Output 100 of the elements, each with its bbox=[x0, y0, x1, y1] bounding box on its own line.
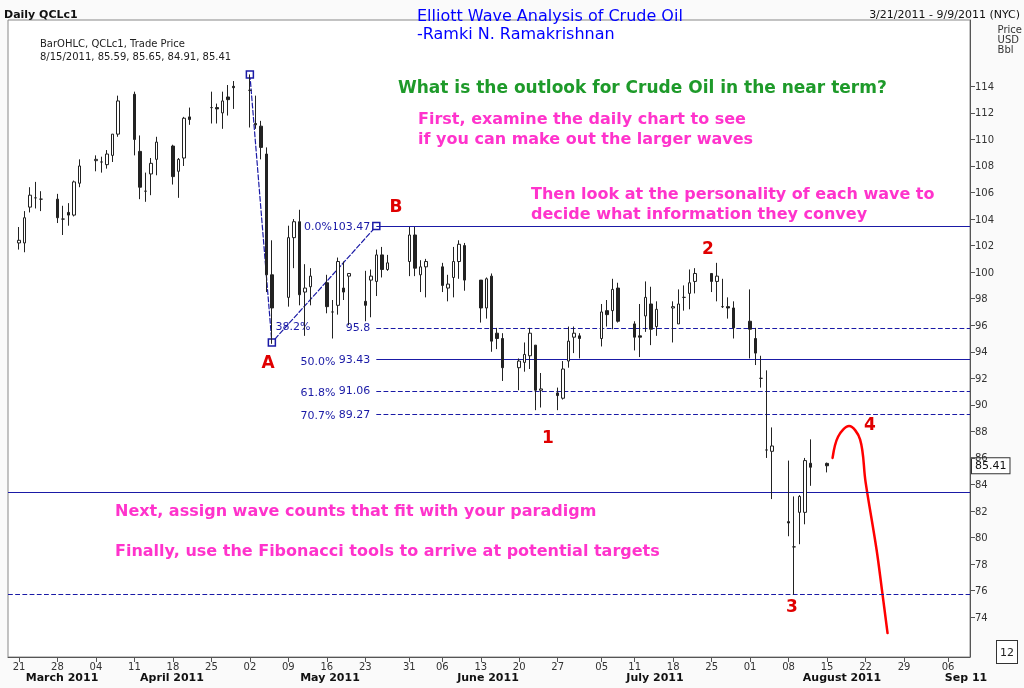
text: 12 bbox=[1000, 645, 1014, 659]
ref-line-label: 91.06 bbox=[338, 384, 371, 398]
annotation: 0.0% bbox=[304, 219, 332, 233]
candlestick bbox=[809, 438, 812, 487]
y-tick-label: 100 bbox=[975, 266, 995, 278]
candlestick bbox=[100, 156, 103, 174]
annotation: BarOHLC, QCLc1, Trade Price bbox=[40, 37, 185, 49]
x-tick-label: 22 bbox=[859, 660, 872, 672]
y-tick-label: 74 bbox=[975, 611, 988, 623]
candlestick bbox=[375, 249, 378, 297]
y-tick-label: 78 bbox=[975, 558, 988, 570]
annotation: Then look at the personality of each wave to decide what information they convey bbox=[531, 183, 941, 223]
x-tick-label: 31 bbox=[402, 660, 416, 672]
x-tick-label: 15 bbox=[820, 660, 834, 672]
y-tick-label: 80 bbox=[975, 532, 988, 544]
candlestick bbox=[655, 300, 658, 337]
ref-line-label: 89.27 bbox=[338, 408, 371, 422]
y-tick-label: 84 bbox=[975, 478, 988, 490]
candlestick bbox=[232, 80, 235, 110]
candlestick bbox=[463, 242, 466, 292]
candlestick bbox=[754, 327, 757, 366]
candlestick bbox=[671, 300, 675, 343]
y-tick-label: 112 bbox=[975, 107, 995, 119]
y-tick-label: 102 bbox=[975, 240, 995, 252]
candlestick bbox=[248, 73, 252, 128]
x-tick-label: 27 bbox=[551, 660, 565, 672]
candlestick bbox=[803, 457, 807, 525]
annotation: Next, assign wave counts that fit with your paradigm bbox=[115, 500, 597, 520]
x-tick-label: 02 bbox=[243, 660, 257, 672]
x-tick-label: 05 bbox=[595, 660, 609, 672]
annotation: 50.0% bbox=[300, 354, 336, 368]
candlestick bbox=[770, 426, 774, 500]
ref-line-label: 95.8 bbox=[345, 321, 371, 335]
annotation: 8/15/2011, 85.59, 85.65, 84.91, 85.41 bbox=[40, 50, 232, 62]
candlestick bbox=[138, 134, 142, 200]
x-tick-label: 08 bbox=[782, 660, 795, 672]
candlestick bbox=[56, 193, 59, 224]
candlestick bbox=[34, 181, 37, 209]
candlestick bbox=[265, 146, 268, 293]
annotation: 4 bbox=[864, 414, 877, 434]
candlestick bbox=[787, 460, 790, 537]
candlestick bbox=[693, 267, 697, 294]
candlestick bbox=[413, 226, 417, 277]
candlestick bbox=[111, 133, 114, 163]
candlestick bbox=[155, 136, 158, 176]
annotation: 3/21/2011 - 9/9/2011 (NYC) bbox=[869, 7, 1020, 21]
candlestick bbox=[17, 226, 21, 251]
candlestick bbox=[572, 326, 576, 354]
candlestick bbox=[721, 278, 724, 309]
y-tick-label: 98 bbox=[975, 293, 988, 305]
candlestick bbox=[644, 280, 647, 333]
annotation: 70.7% bbox=[300, 408, 336, 422]
candlestick bbox=[369, 268, 373, 318]
candlestick bbox=[67, 202, 70, 227]
candlestick bbox=[517, 357, 521, 391]
candlestick bbox=[177, 157, 180, 199]
candlestick bbox=[528, 327, 532, 370]
candlestick bbox=[616, 282, 620, 324]
y-tick-label: 108 bbox=[975, 160, 995, 172]
candlestick bbox=[759, 355, 763, 389]
candlestick bbox=[567, 326, 570, 369]
x-tick-label: 20 bbox=[512, 660, 526, 672]
candlestick bbox=[485, 276, 488, 320]
annotation: Finally, use the Fibonacci tools to arrive at potential targets bbox=[115, 540, 660, 560]
x-tick-label: 11 bbox=[628, 660, 642, 672]
y-tick-label: 114 bbox=[975, 80, 995, 92]
candlestick bbox=[633, 320, 636, 351]
candlestick bbox=[792, 495, 796, 596]
candlestick bbox=[171, 144, 175, 186]
candlestick bbox=[94, 154, 98, 172]
x-tick-label: 04 bbox=[89, 660, 103, 672]
candlestick bbox=[149, 157, 153, 196]
candlestick bbox=[539, 372, 543, 409]
candlestick bbox=[144, 172, 147, 203]
x-tick-label: 18 bbox=[666, 660, 680, 672]
candlestick bbox=[364, 270, 367, 322]
candlestick bbox=[638, 303, 642, 358]
y-tick-label: 104 bbox=[975, 213, 995, 225]
candlestick bbox=[748, 288, 752, 359]
text: April 2011 bbox=[140, 670, 204, 684]
y-tick-label: 82 bbox=[975, 505, 988, 517]
candlestick bbox=[342, 261, 345, 301]
candlestick bbox=[715, 262, 719, 302]
x-tick-label: 09 bbox=[281, 660, 295, 672]
candlestick bbox=[710, 272, 713, 293]
annotation: 3 bbox=[786, 596, 798, 616]
x-tick-label: 21 bbox=[12, 660, 26, 672]
candlestick bbox=[254, 95, 257, 130]
candlestick bbox=[221, 91, 224, 130]
candlestick bbox=[331, 299, 334, 339]
annotation: 2 bbox=[702, 238, 714, 258]
y-tick-label: 106 bbox=[975, 187, 995, 199]
candlestick bbox=[726, 296, 730, 320]
annotation: B bbox=[389, 196, 403, 216]
annotation: 61.8% bbox=[300, 385, 336, 399]
candlestick bbox=[259, 120, 263, 160]
candlestick bbox=[270, 239, 274, 345]
candlestick bbox=[215, 103, 219, 125]
candlestick bbox=[611, 278, 614, 330]
candlestick bbox=[600, 303, 603, 347]
